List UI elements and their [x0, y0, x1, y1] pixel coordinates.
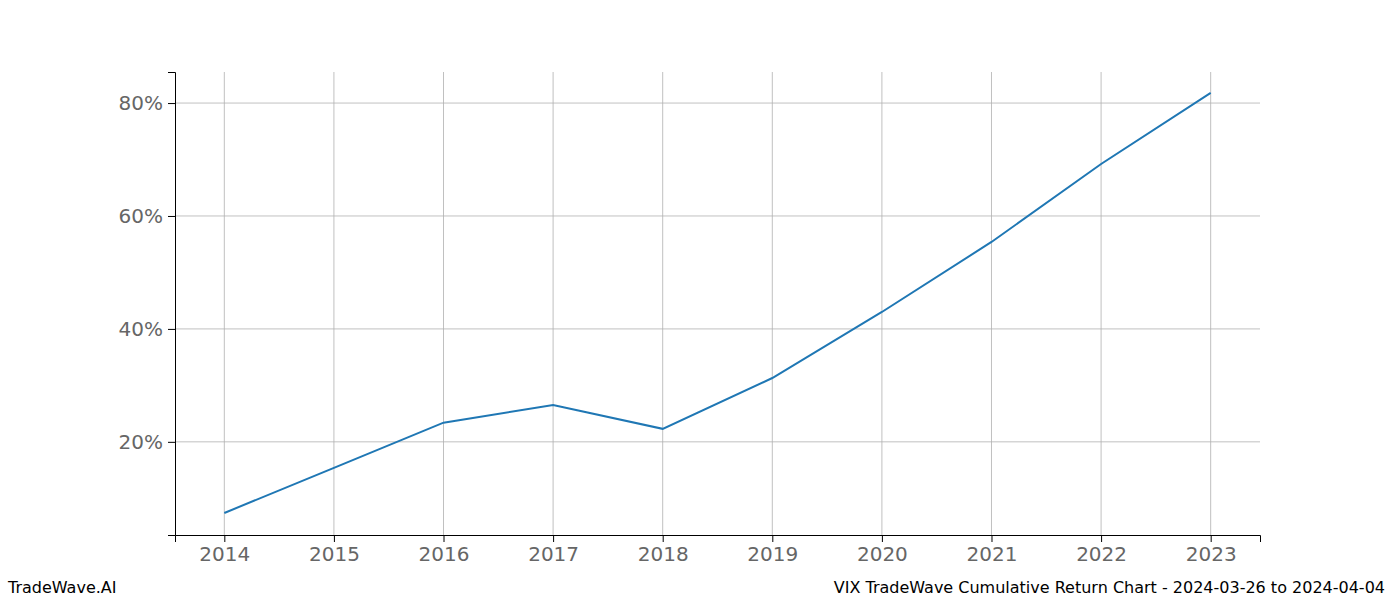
tick: 2016 [419, 535, 470, 566]
tick-label: 2020 [857, 542, 908, 566]
tick-mark [1101, 535, 1102, 542]
grid [175, 72, 1260, 535]
tick-label: 2023 [1186, 542, 1237, 566]
tick: 40% [119, 317, 175, 341]
tick: 2020 [857, 535, 908, 566]
axis-line [176, 536, 1261, 543]
grid-line-x [224, 72, 225, 535]
y-axis: 20% 40% 60% 80% [119, 73, 176, 536]
grid-line-x [991, 72, 992, 535]
tick: 2023 [1186, 535, 1237, 566]
tick-label: 2017 [528, 542, 579, 566]
tick-label: 2019 [747, 542, 798, 566]
tick-label: 60% [119, 204, 163, 228]
tick-mark [168, 442, 175, 443]
grid-line-y [175, 441, 1260, 442]
grid-line-x [662, 72, 663, 535]
tick-label: 80% [119, 91, 163, 115]
tick-label: 2014 [199, 542, 250, 566]
grid-line-x [1210, 72, 1211, 535]
grid-line-x [881, 72, 882, 535]
grid-line-y [175, 103, 1260, 104]
grid-line-x [772, 72, 773, 535]
tick-label: 2016 [419, 542, 470, 566]
tick: 20% [119, 430, 175, 454]
tick: 2015 [309, 535, 360, 566]
watermark: TradeWave.AI [7, 578, 116, 597]
tick-label: 2021 [967, 542, 1018, 566]
tick-mark [772, 535, 773, 542]
tick-label: 2022 [1076, 542, 1127, 566]
tick-mark [224, 535, 225, 542]
tick-mark [444, 535, 445, 542]
tick: 60% [119, 204, 175, 228]
tick-mark [882, 535, 883, 542]
tick-label: 40% [119, 317, 163, 341]
tick-mark [1211, 535, 1212, 542]
chart: 20% 40% 60% 80% 2014 2015 2016 2017 2018 2019 2020… [0, 0, 1400, 600]
tick: 2018 [638, 535, 689, 566]
tick: 2021 [967, 535, 1018, 566]
axis-line [168, 73, 176, 536]
tick-label: 2015 [309, 542, 360, 566]
tick-mark [553, 535, 554, 542]
grid-line-x [333, 72, 334, 535]
grid-line-y [175, 215, 1260, 216]
tick-label: 2018 [638, 542, 689, 566]
grid-line-x [553, 72, 554, 535]
tick-mark [334, 535, 335, 542]
plot: 20% 40% 60% 80% 2014 2015 2016 2017 2018 2019 2020… [119, 72, 1261, 566]
tick-label: 20% [119, 430, 163, 454]
grid-line-x [443, 72, 444, 535]
tick: 2017 [528, 535, 579, 566]
tick-mark [991, 535, 992, 542]
tick-mark [168, 216, 175, 217]
tick: 2022 [1076, 535, 1127, 566]
line [224, 93, 1210, 513]
x-axis: 2014 2015 2016 2017 2018 2019 2020 2021 2022 2023 [176, 535, 1261, 566]
grid-line-y [175, 328, 1260, 329]
tick: 2019 [747, 535, 798, 566]
tick: 80% [119, 91, 175, 115]
title: VIX TradeWave Cumulative Return Chart - … [834, 578, 1385, 597]
tick-mark [168, 103, 175, 104]
grid-line-x [1101, 72, 1102, 535]
series [224, 93, 1210, 513]
tick-mark [168, 329, 175, 330]
tick-mark [663, 535, 664, 542]
tick: 2014 [199, 535, 250, 566]
